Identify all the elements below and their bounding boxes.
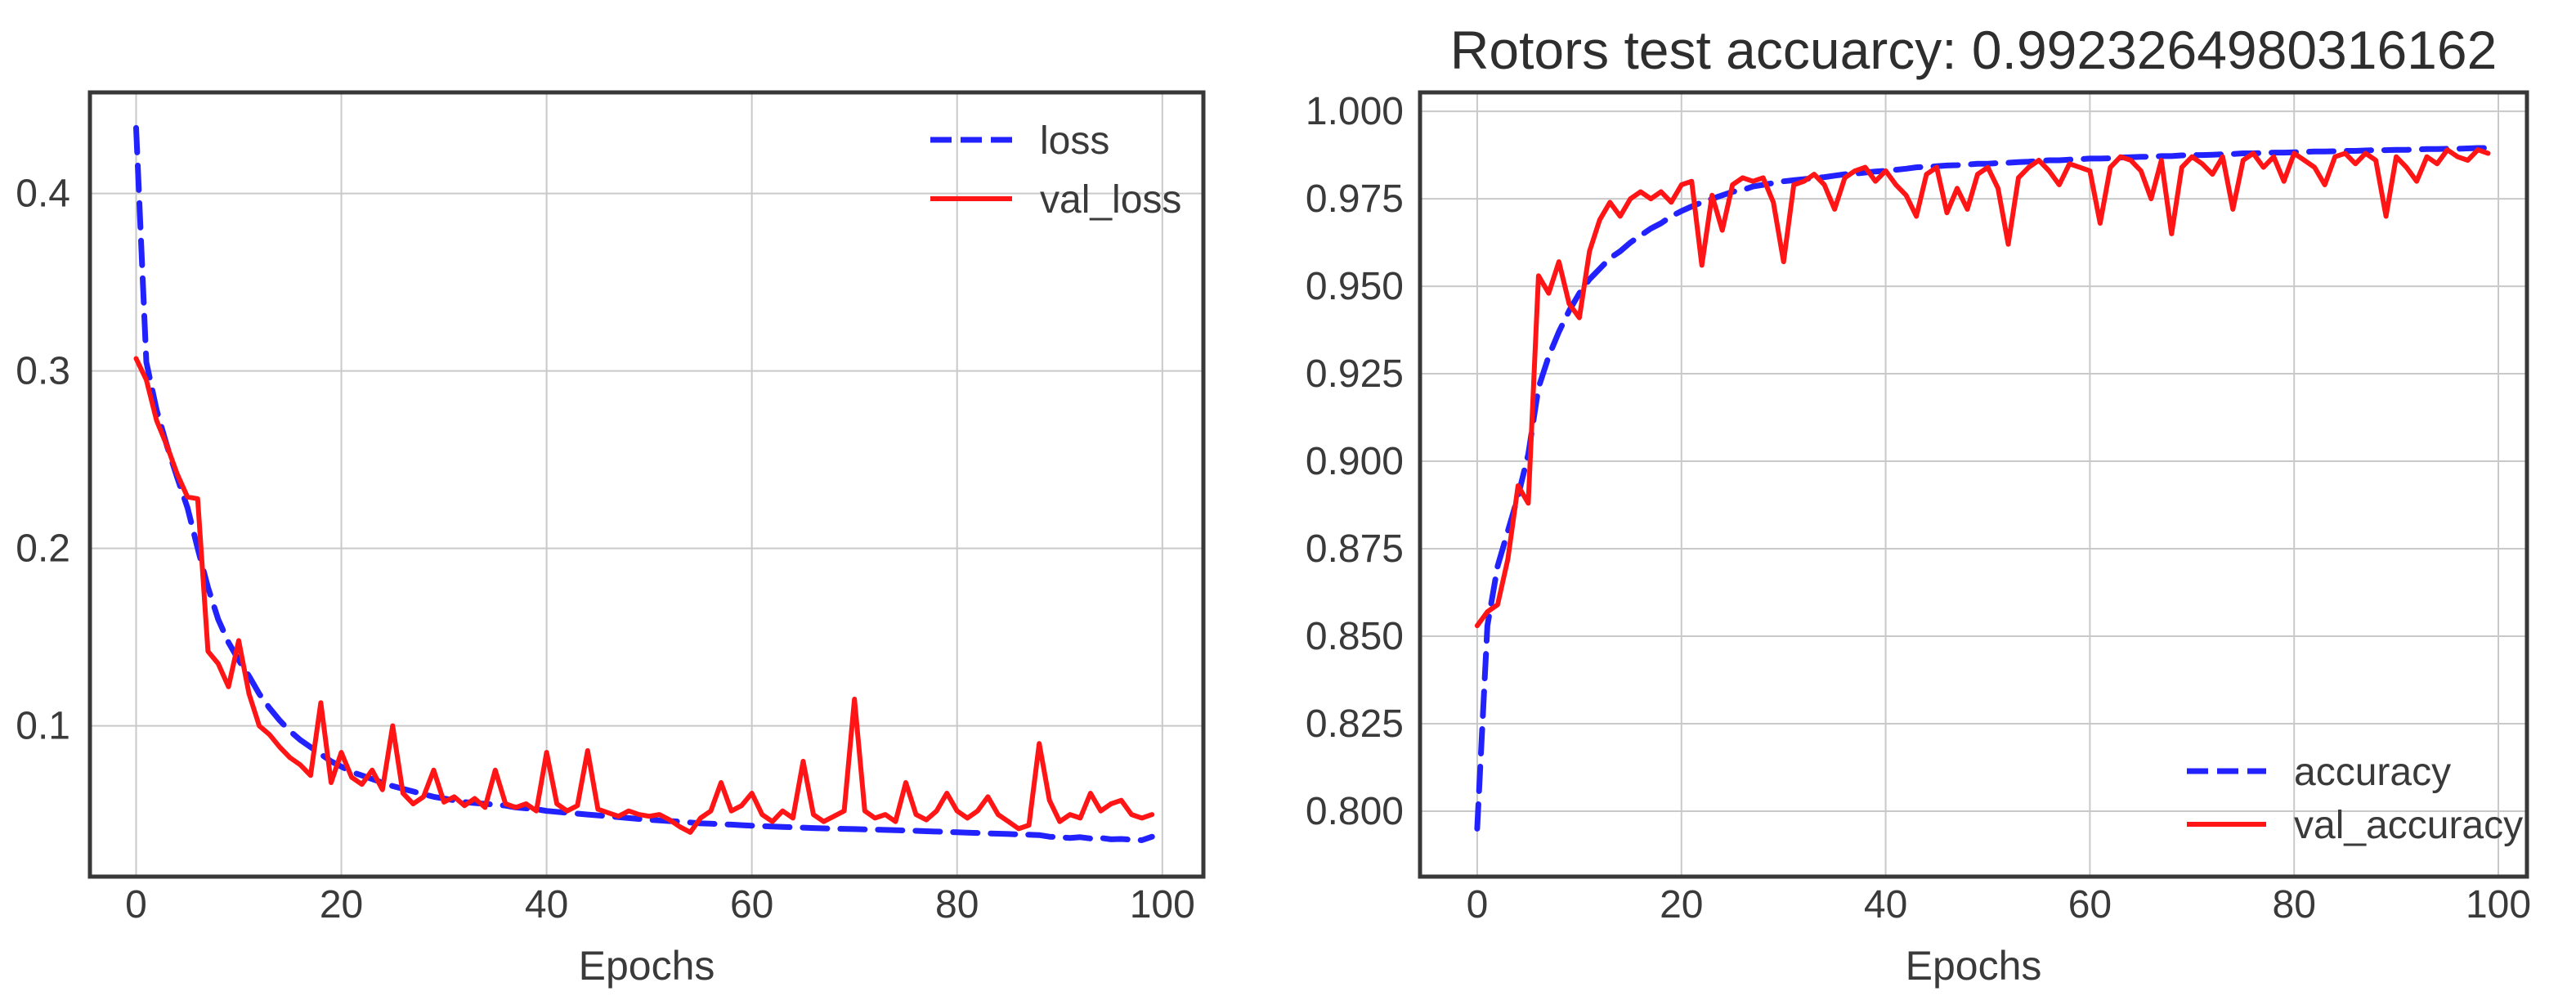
series-lines <box>133 124 1155 843</box>
x-tick-label: 40 <box>525 883 568 926</box>
legend: accuracy val_accuracy <box>2187 751 2523 847</box>
x-tick-label: 60 <box>2068 883 2112 926</box>
y-tick-label: 1.000 <box>1306 90 1404 133</box>
x-tick-label: 20 <box>320 883 363 926</box>
grid-lines <box>90 92 1203 877</box>
x-tick-label: 20 <box>1660 883 1703 926</box>
y-tick-label: 0.950 <box>1306 265 1404 308</box>
x-axis-label: Epochs <box>579 943 715 989</box>
legend-val_loss-label: val_loss <box>1040 178 1181 222</box>
x-tick-label: 40 <box>1864 883 1907 926</box>
accuracy-chart: 0 20 40 60 80 100 0.800 0.825 0.850 0.875 0.900 0.9… <box>1306 20 2531 989</box>
tick-labels: 0 20 40 60 80 100 0.800 0.825 0.850 0.875 0.900 0.9… <box>1306 90 2531 926</box>
x-tick-label: 100 <box>2466 883 2531 926</box>
legend: loss val_loss <box>930 119 1181 222</box>
x-tick-label: 0 <box>1467 883 1489 926</box>
loss-chart: 0 20 40 60 80 100 0.1 0.2 0.3 0.4 Epochs loss val_… <box>16 90 1206 989</box>
legend-accuracy-label: accuracy <box>2294 751 2451 794</box>
y-tick-label: 0.850 <box>1306 615 1404 658</box>
series-lines <box>1474 145 2491 832</box>
y-tick-label: 0.900 <box>1306 440 1404 483</box>
grid-lines <box>1420 92 2527 877</box>
chart-title: Rotors test accuarcy: 0.9923264980316162 <box>1450 20 2498 80</box>
y-tick-label: 0.1 <box>16 705 70 748</box>
y-tick-label: 0.975 <box>1306 177 1404 221</box>
tick-labels: 0 20 40 60 80 100 0.1 0.2 0.3 0.4 <box>16 173 1195 926</box>
legend-loss-label: loss <box>1040 119 1109 163</box>
axes-border <box>87 90 1206 879</box>
y-tick-label: 0.2 <box>16 527 70 571</box>
legend-val_accuracy-label: val_accuracy <box>2294 804 2523 847</box>
val_loss-series-line <box>133 356 1155 835</box>
y-tick-label: 0.925 <box>1306 352 1404 396</box>
x-tick-label: 0 <box>125 883 147 926</box>
y-tick-label: 0.800 <box>1306 790 1404 833</box>
y-tick-label: 0.4 <box>16 173 70 216</box>
accuracy-series-line <box>1474 145 2491 832</box>
axes-border <box>1418 90 2529 879</box>
x-tick-label: 60 <box>730 883 773 926</box>
y-tick-label: 0.3 <box>16 350 70 393</box>
val_accuracy-series-line <box>1474 147 2491 629</box>
x-axis-label: Epochs <box>1906 943 2042 989</box>
x-tick-label: 80 <box>2273 883 2316 926</box>
y-tick-label: 0.875 <box>1306 527 1404 571</box>
x-tick-label: 100 <box>1130 883 1195 926</box>
loss-series-line <box>133 124 1155 843</box>
y-tick-label: 0.825 <box>1306 702 1404 746</box>
x-tick-label: 80 <box>935 883 979 926</box>
